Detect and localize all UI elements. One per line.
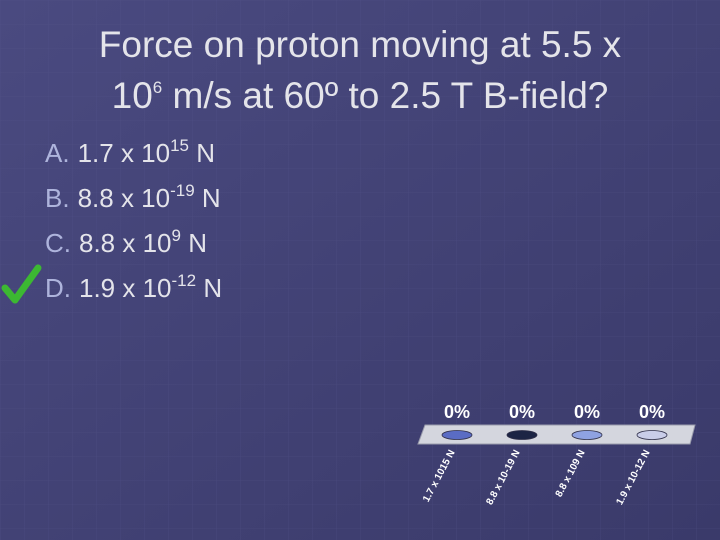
option-exponent: 9: [172, 226, 181, 245]
option-exponent: -12: [172, 271, 197, 290]
option-mantissa: 8.8 x 10: [79, 228, 172, 258]
title-base: 10: [112, 75, 153, 116]
bar-base: [506, 430, 538, 440]
option-unit: N: [181, 228, 207, 258]
title-line: 106 m/s at 60º to 2.5 T B-field?: [112, 75, 609, 116]
option-unit: N: [196, 273, 222, 303]
option-letter: D.: [45, 273, 71, 303]
option-mantissa: 1.9 x 10: [79, 273, 172, 303]
option-unit: N: [189, 138, 215, 168]
value-label: 0%: [444, 402, 470, 422]
chart-platform: [417, 424, 696, 445]
option-unit: N: [195, 183, 221, 213]
option-exponent: -19: [170, 181, 195, 200]
option: D. 1.9 x 10-12 N: [45, 271, 222, 303]
option: B. 8.8 x 10-19 N: [45, 181, 221, 213]
bar-base: [636, 430, 668, 440]
options: A. 1.7 x 1015 NB. 8.8 x 10-19 NC. 8.8 x 109…: [45, 136, 222, 303]
option-letter: C.: [45, 228, 71, 258]
title-exponent: 6: [153, 78, 162, 97]
bar-base: [571, 430, 603, 440]
option-mantissa: 8.8 x 10: [78, 183, 171, 213]
title-line: Force on proton moving at 5.5 x: [99, 24, 622, 65]
option-letter: B.: [45, 183, 70, 213]
bar-base: [441, 430, 473, 440]
option-exponent: 15: [170, 136, 189, 155]
option: C. 8.8 x 109 N: [45, 226, 207, 258]
option-mantissa: 1.7 x 10: [78, 138, 171, 168]
value-label: 0%: [639, 402, 665, 422]
correct-check: [1, 264, 42, 304]
value-label: 0%: [574, 402, 600, 422]
option-letter: A.: [45, 138, 70, 168]
title-rest: m/s at 60º to 2.5 T B-field?: [162, 75, 608, 116]
value-label: 0%: [509, 402, 535, 422]
option: A. 1.7 x 1015 N: [45, 136, 215, 168]
